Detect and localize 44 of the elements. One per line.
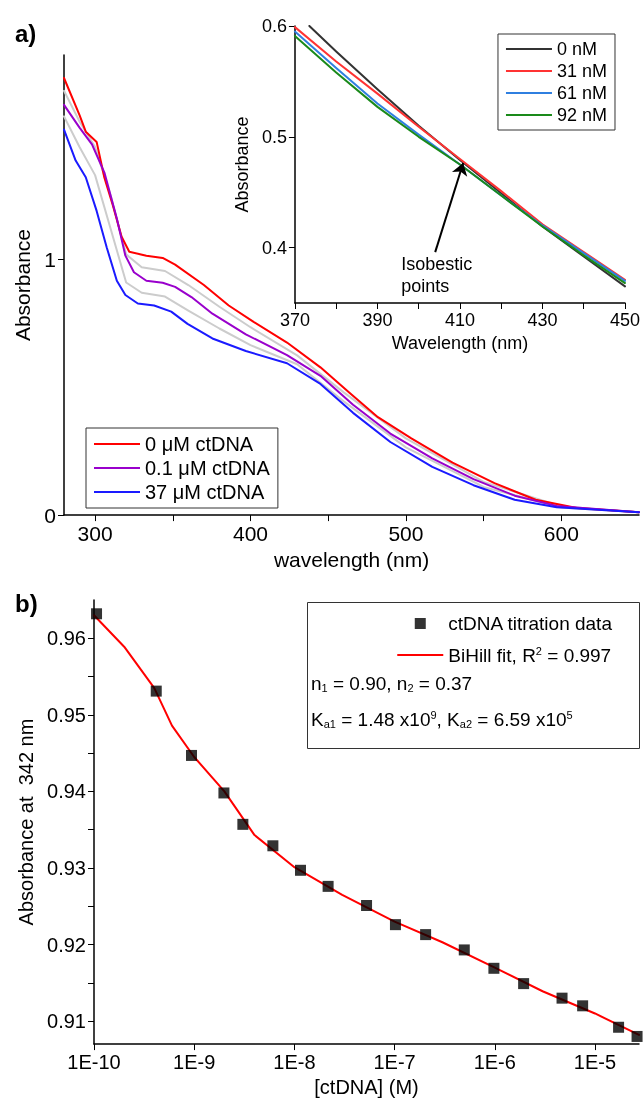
y-tick-label: 0.93 xyxy=(47,856,86,879)
x-tick-label: 450 xyxy=(609,310,641,330)
x-tick-label: 1E-10 xyxy=(67,1051,121,1074)
legend-label: 0.1 μM ctDNA xyxy=(145,457,271,479)
legend-label: 61 nM xyxy=(556,83,607,103)
legend-label: 37 μM ctDNA xyxy=(145,481,265,503)
y-tick-label: 0.4 xyxy=(261,237,287,258)
x-tick-label: 430 xyxy=(527,310,558,330)
x-tick-label: 1E-8 xyxy=(273,1051,316,1074)
x-tick-label: 1E-6 xyxy=(473,1051,516,1074)
annotation: Isobestic points xyxy=(401,254,478,297)
y-axis-title: Absorbance xyxy=(232,116,252,213)
legend-label: 92 nM xyxy=(556,105,607,125)
y-tick-label: 0 xyxy=(44,503,56,527)
legend-label: 0 nM xyxy=(556,39,597,59)
legend-label: ctDNA titration data xyxy=(448,613,613,634)
y-tick-label: 0.91 xyxy=(47,1010,86,1033)
x-tick-label: 300 xyxy=(77,522,113,546)
y-tick-label: 0.6 xyxy=(261,16,287,36)
x-tick-label: 390 xyxy=(362,310,393,330)
x-tick-label: 600 xyxy=(543,522,579,546)
y-axis-title: Absorbance xyxy=(11,229,35,342)
legend-label: 0 μM ctDNA xyxy=(145,433,254,455)
y-tick-label: 0.5 xyxy=(261,126,287,147)
x-tick-label: 1E-5 xyxy=(573,1051,617,1074)
x-tick-label: 370 xyxy=(279,310,310,330)
y-tick-label: 0.92 xyxy=(47,933,86,956)
x-tick-label: 500 xyxy=(388,522,424,546)
chart-title: a) xyxy=(15,19,37,47)
legend-label: 31 nM xyxy=(556,61,607,81)
y-tick-label: 0.94 xyxy=(47,780,86,803)
x-axis-title: wavelength (nm) xyxy=(272,548,430,571)
y-tick-label: 0.96 xyxy=(47,627,86,650)
x-tick-label: 400 xyxy=(232,522,269,546)
annotation: n1 = 0.90, n2 = 0.37 xyxy=(311,673,473,694)
x-axis-title: Wavelength (nm) xyxy=(391,332,529,353)
x-axis-title: [ctDNA] (M) xyxy=(314,1076,419,1098)
y-axis-title: Absorbance at 342 nm xyxy=(15,718,37,926)
y-tick-label: 1 xyxy=(44,247,56,271)
x-tick-label: 1E-7 xyxy=(373,1051,416,1074)
y-tick-label: 0.95 xyxy=(47,703,86,726)
chart-title: b) xyxy=(15,589,38,617)
x-tick-label: 1E-9 xyxy=(173,1051,216,1074)
x-tick-label: 410 xyxy=(444,310,475,330)
